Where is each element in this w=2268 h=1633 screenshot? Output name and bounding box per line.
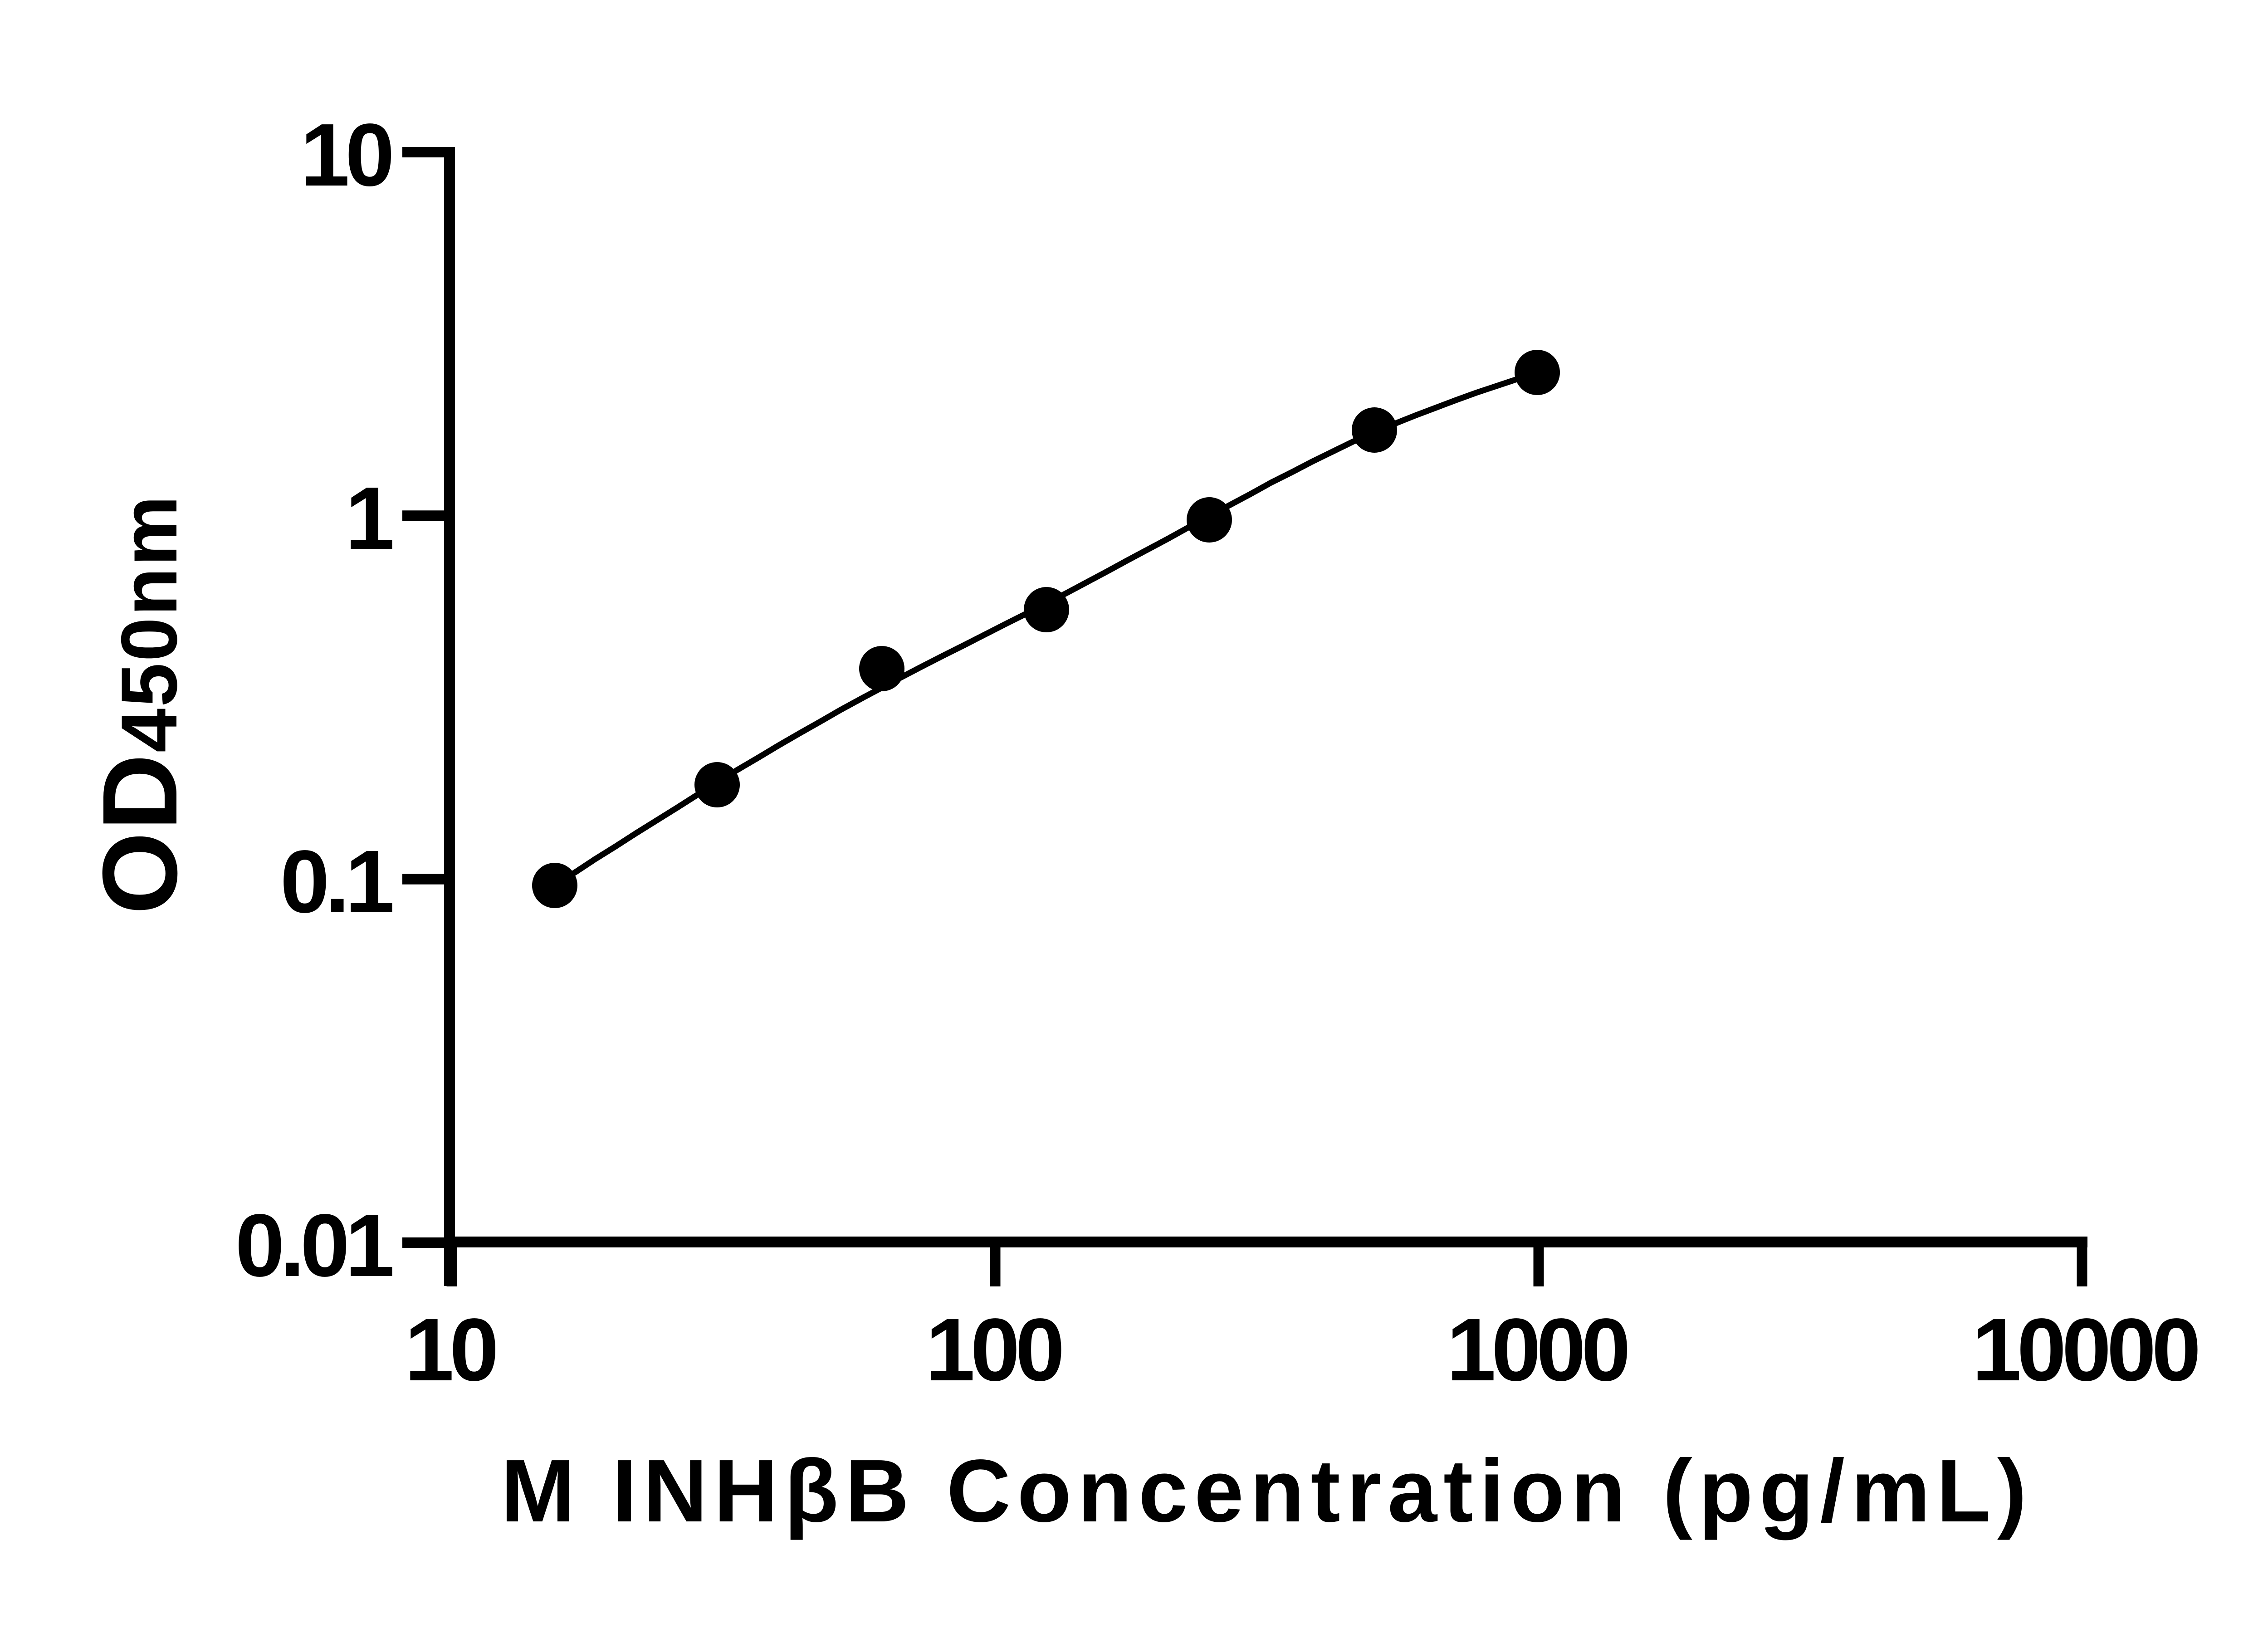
svg-text:100: 100 <box>925 1300 1061 1399</box>
svg-text:10000: 10000 <box>1972 1300 2197 1399</box>
svg-text:10: 10 <box>405 1300 495 1399</box>
svg-text:1000: 1000 <box>1447 1300 1627 1399</box>
svg-text:1: 1 <box>345 469 392 568</box>
svg-text:OD450nm: OD450nm <box>80 494 199 914</box>
svg-text:0.1: 0.1 <box>280 832 392 931</box>
svg-text:0.01: 0.01 <box>235 1196 392 1295</box>
svg-text:M INHβB Concentration (pg/mL): M INHβB Concentration (pg/mL) <box>501 1441 2033 1540</box>
svg-text:10: 10 <box>300 105 391 205</box>
